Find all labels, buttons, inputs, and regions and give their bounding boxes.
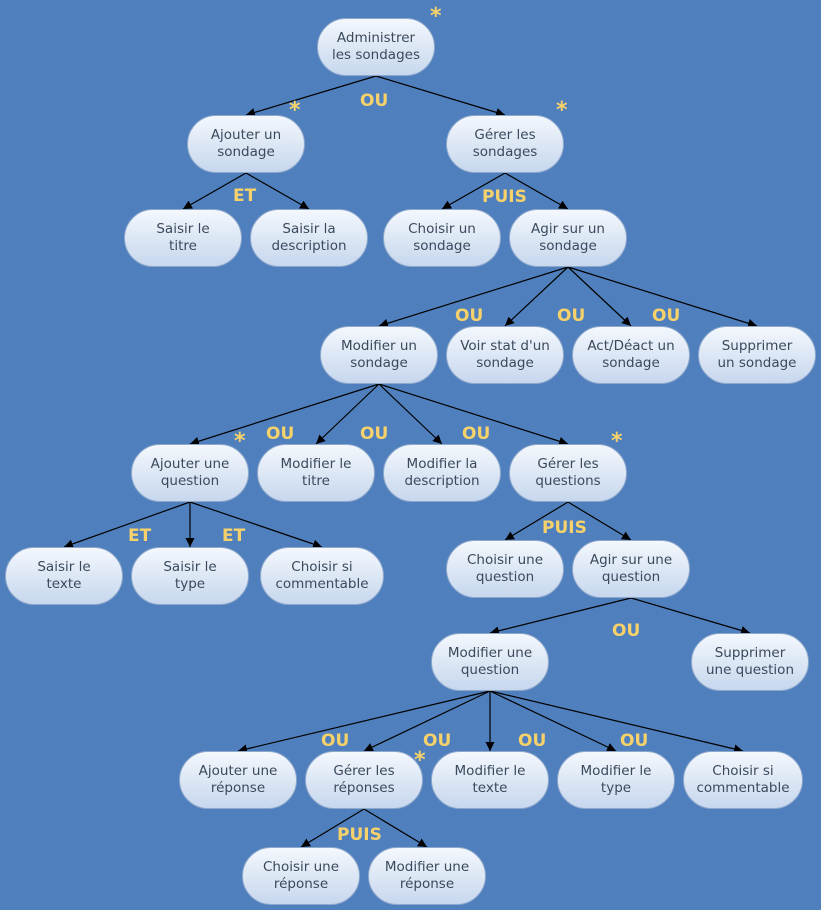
node-modifier-reponse: Modifier une réponse <box>368 847 486 905</box>
node-saisir-description: Saisir la description <box>250 209 368 267</box>
operator-puis: PUIS <box>337 825 382 845</box>
operator-et: ET <box>233 186 257 206</box>
node-choisir-question: Choisir une question <box>446 540 564 598</box>
operator-ou: OU <box>557 306 586 326</box>
edge-agir_question-to-modifier_question <box>489 597 632 636</box>
node-voir-stat-sondage: Voir stat d'un sondage <box>446 326 564 384</box>
edge-ajouter_question-to-saisir_texte <box>63 501 191 549</box>
iteration-star: * <box>611 429 623 454</box>
edge-gerer_reponses-to-modifier_reponse <box>363 808 428 848</box>
operator-ou: OU <box>423 731 452 751</box>
edge-ajouter_question-to-choisir_commentable_1 <box>189 501 323 549</box>
node-modifier-sondage: Modifier un sondage <box>320 326 438 384</box>
node-modifier-description: Modifier la description <box>383 444 501 502</box>
edge-agir_question-to-supprimer_question <box>630 597 751 635</box>
node-modifier-question: Modifier une question <box>431 633 549 691</box>
node-ajouter-question: Ajouter une question <box>131 444 249 502</box>
operator-ou: OU <box>462 424 491 444</box>
edge-modifier_sondage-to-modifier_titre <box>315 383 380 445</box>
node-supprimer-sondage: Supprimer un sondage <box>698 326 816 384</box>
iteration-star: * <box>556 98 568 123</box>
edge-ajouter_sondage-to-saisir_description <box>245 172 310 210</box>
edge-agir_sondage-to-act_deact <box>567 266 632 327</box>
operator-ou: OU <box>360 91 389 111</box>
node-act-deact-sondage: Act/Déact un sondage <box>572 326 690 384</box>
node-choisir-reponse: Choisir une réponse <box>242 847 360 905</box>
edge-gerer_questions-to-choisir_question <box>504 501 569 541</box>
node-choisir-commentable: Choisir si commentable <box>683 751 803 809</box>
edge-root-to-gerer_sondages <box>375 75 506 117</box>
node-choisir-sondage: Choisir un sondage <box>383 209 501 267</box>
operator-ou: OU <box>321 731 350 751</box>
node-agir-sondage: Agir sur un sondage <box>509 209 627 267</box>
iteration-star: * <box>289 98 301 123</box>
node-administrer-sondages: Administrer les sondages <box>317 18 435 76</box>
node-supprimer-question: Supprimer une question <box>691 633 809 691</box>
node-gerer-questions: Gérer les questions <box>509 444 627 502</box>
operator-ou: OU <box>455 306 484 326</box>
edge-gerer_sondages-to-choisir_sondage <box>441 172 506 210</box>
node-modifier-type: Modifier le type <box>557 751 675 809</box>
edge-modifier_sondage-to-modifier_description <box>378 383 443 445</box>
operator-puis: PUIS <box>482 187 527 207</box>
node-saisir-texte: Saisir le texte <box>5 547 123 605</box>
node-ajouter-sondage: Ajouter un sondage <box>187 115 305 173</box>
edge-gerer_sondages-to-agir_sondage <box>504 172 569 210</box>
operator-et: ET <box>128 526 152 546</box>
node-modifier-titre: Modifier le titre <box>257 444 375 502</box>
operator-ou: OU <box>266 424 295 444</box>
edge-modifier_question-to-modifier_type <box>489 690 617 752</box>
edge-modifier_question-to-choisir_commentable_2 <box>489 690 744 754</box>
operator-puis: PUIS <box>542 518 587 538</box>
edge-gerer_questions-to-agir_question <box>567 501 632 541</box>
node-ajouter-reponse: Ajouter une réponse <box>179 751 297 809</box>
node-gerer-sondages: Gérer les sondages <box>446 115 564 173</box>
operator-ou: OU <box>612 621 641 641</box>
edge-modifier_sondage-to-gerer_questions <box>378 383 569 446</box>
edge-modifier_question-to-ajouter_reponse <box>237 690 491 754</box>
operator-ou: OU <box>652 306 681 326</box>
edge-agir_sondage-to-supprimer_sondage <box>567 266 758 328</box>
edge-gerer_reponses-to-choisir_reponse <box>300 808 365 848</box>
edge-modifier_sondage-to-ajouter_question <box>189 383 380 446</box>
edge-agir_sondage-to-modifier_sondage <box>378 266 569 328</box>
node-modifier-texte: Modifier le texte <box>431 751 549 809</box>
node-gerer-reponses: Gérer les réponses <box>305 751 423 809</box>
node-choisir-commentable: Choisir si commentable <box>260 547 384 605</box>
edge-ajouter_sondage-to-saisir_titre <box>182 172 247 210</box>
iteration-star: * <box>234 429 246 454</box>
node-agir-question: Agir sur une question <box>572 540 690 598</box>
operator-et: ET <box>222 526 246 546</box>
edge-modifier_question-to-gerer_reponses <box>363 690 491 752</box>
iteration-star: * <box>430 4 442 29</box>
operator-ou: OU <box>620 731 649 751</box>
operator-ou: OU <box>518 731 547 751</box>
edge-root-to-ajouter_sondage <box>245 75 377 117</box>
node-saisir-type: Saisir le type <box>131 547 249 605</box>
iteration-star: * <box>414 748 426 773</box>
node-saisir-titre: Saisir le titre <box>124 209 242 267</box>
edge-agir_sondage-to-voir_stat <box>504 266 569 327</box>
operator-ou: OU <box>360 424 389 444</box>
